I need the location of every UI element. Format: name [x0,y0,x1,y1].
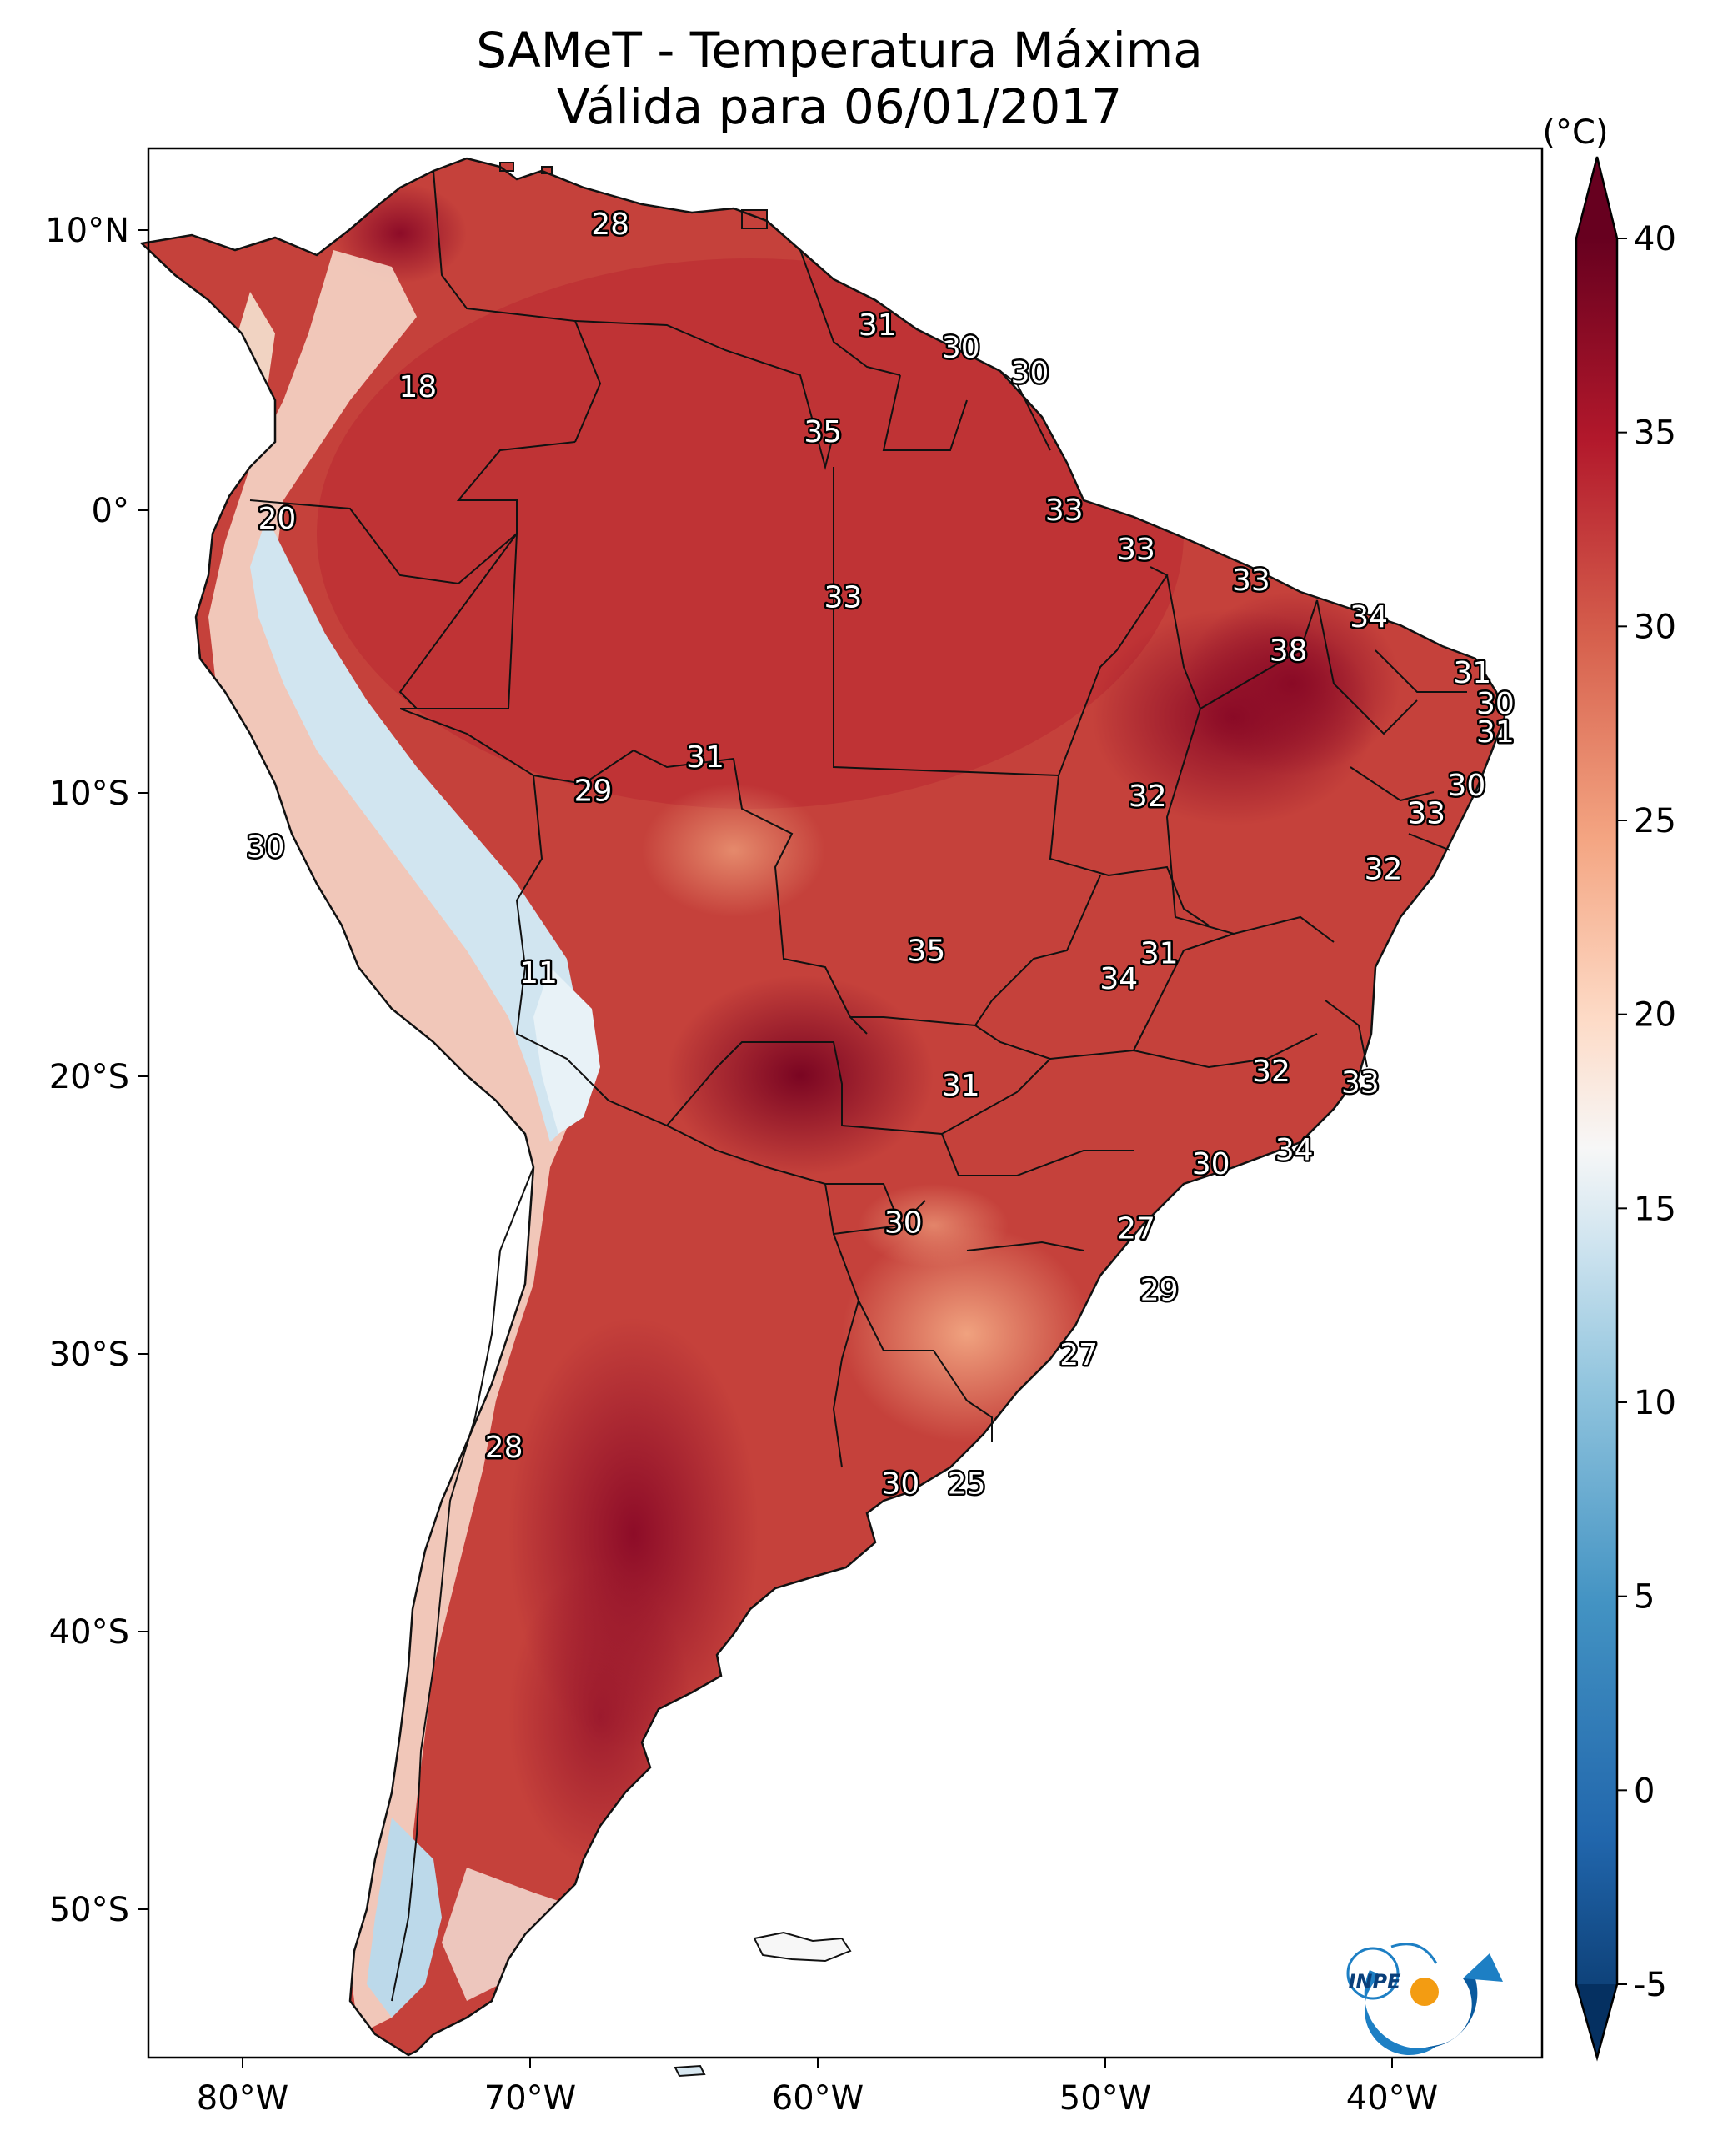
temperature-label: 30 [884,1206,923,1241]
lon-tick-label: 50°W [1059,2079,1151,2118]
temperature-label: 33 [1232,564,1270,598]
inpe-logo-text: INPE [1349,1970,1402,1993]
longitude-axis: 80°W 70°W 60°W 50°W 40°W [197,2058,1438,2118]
temperature-label: 35 [804,415,842,449]
temperature-label: 35 [907,934,945,968]
temperature-label: 30 [1192,1147,1230,1181]
colorbar-unit: (°C) [1542,113,1608,152]
colorbar-tick-label: 30 [1634,608,1676,646]
map-frame [147,147,1544,2059]
map-title: SAMeT - Temperatura Máxima [476,22,1203,78]
lon-tick-label: 60°W [772,2079,864,2118]
temperature-label: 30 [1011,356,1049,390]
temperature-label: 31 [1140,937,1179,971]
coastline [139,157,1506,2057]
colorbar-tick-label: 15 [1634,1190,1676,1228]
temperature-label: 34 [1275,1133,1314,1167]
temperature-label: 30 [881,1467,919,1502]
temperature-label: 34 [1099,962,1138,996]
temperature-label: 11 [519,956,558,990]
temperature-label: 20 [258,502,296,536]
colorbar-tick-label: 25 [1634,802,1676,840]
colorbar-tick-label: 0 [1634,1772,1655,1810]
colorbar-tick-label: 10 [1634,1384,1676,1422]
temperature-label: 30 [247,830,285,865]
temperature-label: 31 [942,1069,980,1103]
lat-tick-label: 0° [92,492,129,530]
temperature-label: 33 [824,580,862,614]
lat-tick-label: 20°S [49,1058,129,1096]
temperature-label: 30 [1447,769,1485,803]
temperature-label: 28 [591,208,629,242]
temperature-label: 38 [1270,634,1308,668]
colorbar-tick-label: 5 [1634,1578,1655,1617]
temperature-label: 27 [1117,1211,1155,1246]
latitude-axis: 10°N 0° 10°S 20°S 30°S 40°S 50°S [45,212,148,1929]
lon-tick-label: 70°W [484,2079,576,2118]
temperature-label: 33 [1407,796,1445,830]
lon-tick-label: 80°W [197,2079,288,2118]
colorbar-tick-label: 35 [1634,414,1676,453]
temperature-label: 31 [1476,715,1515,750]
temperature-label: 33 [1341,1066,1380,1101]
colorbar: (°C) 40 35 30 25 20 15 10 5 0 -5 [1542,113,1676,2062]
temperature-label: 34 [1350,600,1388,634]
lat-tick-label: 50°S [49,1891,129,1929]
temperature-label: 31 [859,308,897,343]
temperature-label: 32 [1365,853,1403,887]
inpe-logo-icon: INPE [1346,1943,1503,2056]
colorbar-body [1576,238,1617,2058]
temperature-label: 29 [1140,1274,1179,1308]
colorbar-tick-label: -5 [1634,1966,1667,2004]
country-borders [249,170,1467,2002]
temperature-label: 30 [1476,687,1515,721]
colorbar-max-extension [1576,157,1617,238]
colorbar-min-extension [1576,1984,1617,2058]
lon-tick-label: 40°W [1346,2079,1438,2118]
colorbar-tick-label: 40 [1634,220,1676,258]
lat-tick-label: 10°N [45,212,129,250]
temperature-label: 33 [1117,533,1155,567]
temperature-label: 31 [686,740,724,775]
temperature-label: 33 [1045,494,1084,528]
temperature-label: 32 [1252,1055,1290,1089]
colorbar-ticks: 40 35 30 25 20 15 10 5 0 -5 [1617,220,1676,2004]
temperature-label: 25 [948,1467,986,1502]
temperature-label: 31 [1453,656,1491,690]
temperature-label: 18 [398,370,437,404]
lat-tick-label: 40°S [49,1613,129,1652]
lat-tick-label: 30°S [49,1336,129,1374]
map-subtitle: Válida para 06/01/2017 [557,78,1122,135]
temperature-label: 29 [574,775,613,809]
lat-tick-label: 10°S [49,775,129,813]
temperature-label: 32 [1129,780,1167,814]
colorbar-tick-label: 20 [1634,996,1676,1035]
temperature-label: 30 [942,331,980,365]
temperature-label: 27 [1059,1338,1098,1372]
temperature-label: 28 [485,1431,523,1465]
